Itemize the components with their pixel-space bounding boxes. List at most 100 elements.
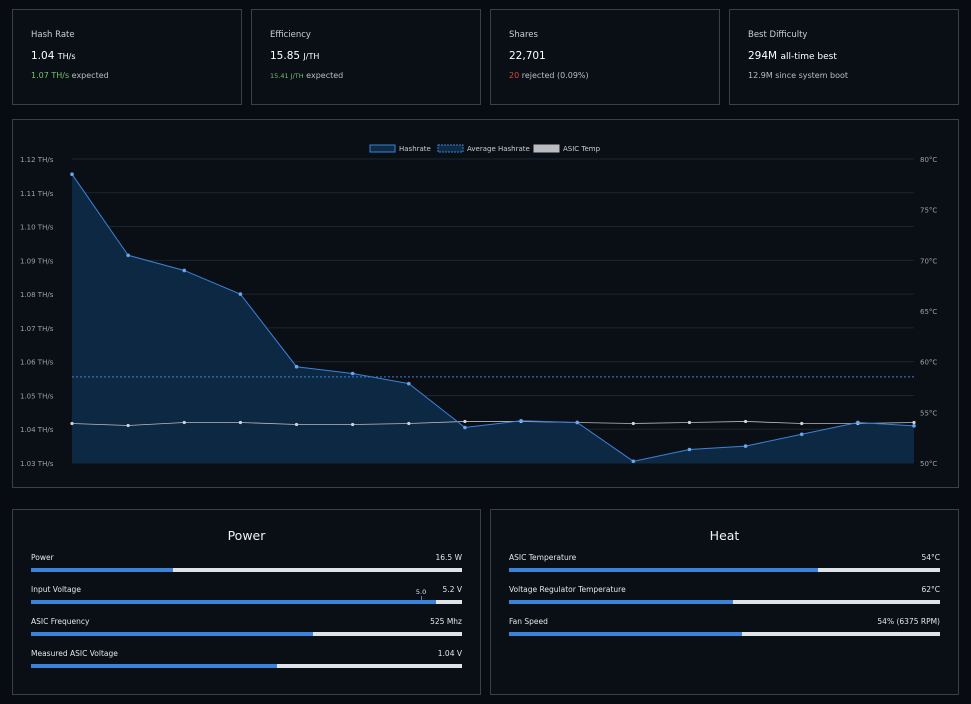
shares-value: 22,701 [509,50,546,62]
progress-bar-fill [31,632,314,636]
hashrate-point [463,425,467,430]
best-difficulty-card: Best Difficulty 294M all-time best 12.9M… [729,9,959,105]
hash-rate-card: Hash Rate 1.04 TH/s 1.07 TH/s expected [12,9,242,105]
asic-temp-point [238,420,242,425]
legend-label: Average Hashrate [467,145,530,153]
metric-value: 1.04 V [437,649,462,658]
asic-temp-point [294,422,299,427]
legend-swatch [533,144,560,153]
efficiency-expected: 15.41 J/TH expected [270,71,344,80]
metric-value: 62°C [921,585,940,594]
legend-swatch [369,144,396,153]
best-difficulty-since-boot: 12.9M since system boot [748,71,849,80]
progress-bar [31,632,462,636]
asic-temp-point [912,420,916,425]
hashrate-point [182,268,187,273]
asic-temp-point [182,420,186,425]
best-difficulty-value: 294M all-time best [748,50,837,62]
heat-panel: Heat ASIC Temperature 54°C Voltage Regulat… [490,509,959,695]
hashrate-point [575,420,579,425]
hashrate-point [407,381,411,386]
hashrate-point [743,444,748,448]
hash-rate-expected: 1.07 TH/s expected [31,71,109,80]
metric-value: 54°C [921,553,940,562]
progress-bar [31,664,462,668]
y-right-tick-label: 60°C [920,359,937,367]
hashrate-point [519,418,523,423]
hashrate-point [126,253,130,258]
progress-bar [509,600,940,604]
hashrate-line [71,173,915,462]
y-left-tick-label: 1.08 TH/s [20,291,54,299]
y-right-tick-label: 80°C [920,156,937,164]
progress-bar-fill [509,632,742,636]
y-left-tick-label: 1.05 TH/s [20,392,54,400]
power-metric-input-voltage: Input Voltage 5.2 V 5.0 [31,585,462,617]
hashrate-point [350,371,355,376]
efficiency-value: 15.85 J/TH [270,50,320,62]
y-left-tick-label: 1.11 TH/s [20,190,54,198]
efficiency-title: Efficiency [270,30,311,40]
asic-temp-point [631,421,635,426]
hashrate-point [294,364,299,369]
legend-label: ASIC Temp [563,145,601,153]
asic-temp-point [687,420,692,425]
asic-temp-point [351,422,355,427]
hashrate-chart: 1.12 TH/s 1.11 TH/s 1.10 TH/s 1.09 TH/s 1.08… [20,144,937,468]
metric-label: Fan Speed [509,617,548,626]
progress-bar-fill [31,600,437,604]
best-difficulty-title: Best Difficulty [748,30,808,40]
y-right-tick-label: 55°C [920,409,937,417]
progress-bar [509,632,940,636]
power-metric-measured-asic-voltage: Measured ASIC Voltage 1.04 V [31,649,462,681]
y-right-tick-label: 70°C [920,257,937,265]
legend-label: Hashrate [399,145,431,153]
metric-label: ASIC Temperature [509,553,577,562]
asic-temp-point [407,421,411,426]
hashrate-point [799,432,804,437]
power-panel: Power Power 16.5 W Input Voltage 5.2 V 5.0 AS… [12,509,481,695]
y-right-tick-label: 65°C [920,308,937,316]
asic-temp-point [744,419,748,424]
shares-rejected: 20 rejected (0.09%) [509,71,589,80]
progress-bar-fill [31,568,174,572]
hashrate-point [912,424,916,428]
metric-label: Input Voltage [31,585,81,594]
progress-bar-fill [509,600,734,604]
power-metric-power: Power 16.5 W [31,553,462,585]
hash-rate-title: Hash Rate [31,30,75,40]
progress-bar-marker [421,596,423,604]
progress-bar-marker-label: 5.0 [415,588,427,596]
heat-metric-fan-speed: Fan Speed 54% (6375 RPM) [509,617,940,649]
hashrate-chart-card: 1.12 TH/s 1.11 TH/s 1.10 TH/s 1.09 TH/s 1.08… [12,119,959,488]
asic-temp-line [71,421,915,426]
asic-temp-point [800,421,804,426]
asic-temp-point [70,421,74,426]
hashrate-point [687,447,692,452]
hashrate-point [631,459,636,464]
power-metric-asic-frequency: ASIC Frequency 525 Mhz [31,617,462,649]
hashrate-area [72,174,914,463]
metric-value: 16.5 W [435,553,463,562]
metric-label: Power [31,553,54,562]
progress-bar: 5.0 [31,588,462,604]
y-left-tick-label: 1.07 TH/s [20,325,54,333]
shares-card: Shares 22,701 20 rejected (0.09%) [490,9,720,105]
metric-label: Measured ASIC Voltage [31,649,118,658]
y-right-tick-label: 50°C [920,460,937,468]
y-left-tick-label: 1.10 TH/s [20,224,54,232]
heat-metric-asic-temperature: ASIC Temperature 54°C [509,553,940,585]
progress-bar-fill [509,568,819,572]
y-left-tick-label: 1.06 TH/s [20,359,54,367]
progress-bar [509,568,940,572]
legend-swatch [437,144,464,153]
y-left-tick-label: 1.09 TH/s [20,257,54,265]
progress-bar [31,568,462,572]
progress-bar-fill [31,664,277,668]
metric-value: 525 Mhz [430,617,462,626]
hashrate-point [70,172,74,176]
heat-title: Heat [709,528,740,543]
y-left-tick-label: 1.04 TH/s [20,426,54,434]
metric-value: 54% (6375 RPM) [877,617,940,626]
y-left-tick-label: 1.12 TH/s [20,156,54,164]
